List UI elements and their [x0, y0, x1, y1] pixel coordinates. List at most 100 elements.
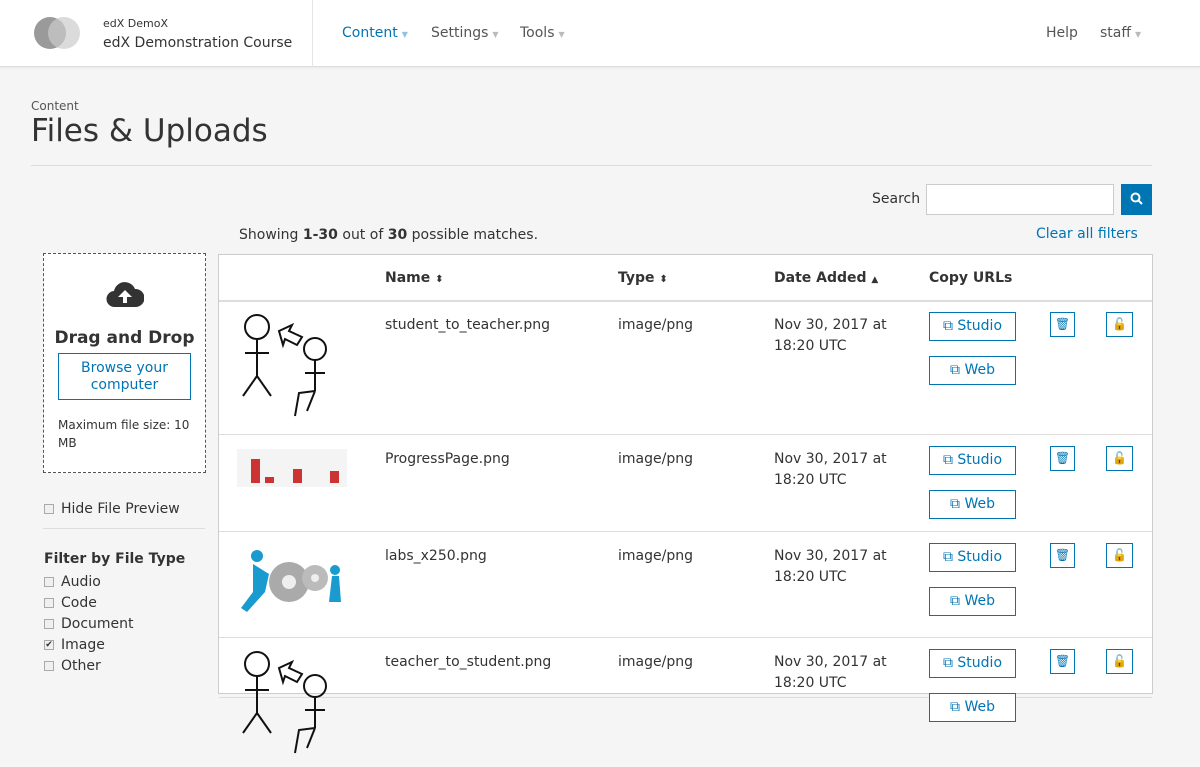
search-button[interactable]	[1121, 184, 1152, 215]
search-input[interactable]	[926, 184, 1114, 215]
results-range: 1-30	[302, 227, 338, 243]
file-name: teacher_to_student.png	[385, 654, 552, 670]
file-name: ProgressPage.png	[385, 451, 510, 467]
clear-filters-link[interactable]: Clear all filters	[1036, 226, 1138, 242]
nav-help[interactable]: Help	[1046, 25, 1078, 41]
chevron-down-icon: ▼	[492, 30, 499, 39]
copy-icon: ⧉	[950, 593, 960, 609]
divider	[31, 165, 1152, 166]
file-name: labs_x250.png	[385, 548, 487, 564]
sort-icon: ⬍	[659, 274, 668, 285]
checkbox[interactable]	[44, 598, 54, 608]
copy-studio-url-button[interactable]: ⧉ Studio	[929, 312, 1016, 341]
checkbox-label: Audio	[61, 574, 101, 590]
date-added: Nov 30, 2017 at 18:20 UTC	[774, 654, 887, 691]
file-type: image/png	[618, 451, 693, 467]
breadcrumb: Content	[31, 99, 79, 113]
checkbox-label: Image	[61, 637, 105, 653]
table-row: labs_x250.png image/png Nov 30, 2017 at 1…	[219, 532, 1152, 638]
file-thumbnail	[237, 445, 347, 494]
filter-document[interactable]: Document	[44, 616, 134, 632]
checkbox[interactable]	[44, 504, 54, 514]
results-prefix: Showing	[239, 227, 303, 243]
results-suffix: possible matches.	[407, 227, 539, 243]
table-row: student_to_teacher.png image/png Nov 30,…	[219, 301, 1152, 435]
lock-toggle-button[interactable]: 🔓	[1106, 543, 1133, 568]
cloud-upload-icon	[106, 282, 144, 308]
copy-web-url-button[interactable]: ⧉ Web	[929, 693, 1016, 722]
copy-studio-url-button[interactable]: ⧉ Studio	[929, 649, 1016, 678]
trash-icon: 🗑	[1054, 451, 1071, 465]
checkbox-label: Code	[61, 595, 97, 611]
delete-button[interactable]: 🗑	[1050, 312, 1075, 337]
browse-button[interactable]: Browse your computer	[58, 353, 191, 400]
column-header-date[interactable]: Date Added ▲	[774, 270, 879, 286]
course-title[interactable]: edX Demonstration Course	[103, 35, 293, 51]
lock-toggle-button[interactable]: 🔓	[1106, 446, 1133, 471]
column-header-type[interactable]: Type ⬍	[618, 270, 668, 286]
copy-icon: ⧉	[950, 699, 960, 715]
top-header: edX DemoX edX Demonstration Course Conte…	[0, 0, 1200, 67]
file-type: image/png	[618, 317, 693, 333]
lock-toggle-button[interactable]: 🔓	[1106, 312, 1133, 337]
delete-button[interactable]: 🗑	[1050, 543, 1075, 568]
copy-icon: ⧉	[950, 496, 960, 512]
checkbox-checked[interactable]: ✔	[44, 640, 54, 650]
results-total: 30	[387, 227, 408, 243]
nav-label: Settings	[431, 25, 489, 41]
copy-icon: ⧉	[942, 549, 953, 565]
chevron-down-icon: ▼	[1135, 30, 1142, 39]
chevron-down-icon: ▼	[401, 30, 408, 39]
search-icon	[1130, 192, 1143, 205]
checkbox[interactable]	[44, 619, 54, 629]
divider	[219, 300, 1152, 302]
unlock-icon: 🔓	[1112, 654, 1127, 668]
filter-image[interactable]: ✔ Image	[44, 637, 105, 653]
copy-web-url-button[interactable]: ⧉ Web	[929, 356, 1016, 385]
column-header-copy: Copy URLs	[929, 270, 1013, 286]
unlock-icon: 🔓	[1112, 317, 1127, 331]
copy-icon: ⧉	[950, 362, 960, 378]
file-thumbnail	[237, 648, 337, 767]
files-table: Name ⬍ Type ⬍ Date Added ▲ Copy URLs stu…	[218, 254, 1153, 754]
delete-button[interactable]: 🗑	[1050, 446, 1075, 471]
date-added: Nov 30, 2017 at 18:20 UTC	[774, 317, 887, 354]
search-label: Search	[872, 191, 921, 207]
copy-icon: ⧉	[942, 452, 953, 468]
copy-icon: ⧉	[942, 318, 953, 334]
nav-tools[interactable]: Tools ▼	[520, 25, 565, 41]
copy-web-url-button[interactable]: ⧉ Web	[929, 490, 1016, 519]
results-middle: out of	[337, 227, 388, 243]
username: staff	[1100, 25, 1132, 41]
copy-web-url-button[interactable]: ⧉ Web	[929, 587, 1016, 616]
filter-audio[interactable]: Audio	[44, 574, 101, 590]
user-menu[interactable]: staff ▼	[1100, 25, 1141, 41]
nav-label: Tools	[520, 25, 555, 41]
nav-content[interactable]: Content ▼	[342, 25, 408, 41]
file-thumbnail	[237, 311, 337, 430]
hide-preview-checkbox[interactable]: Hide File Preview	[44, 501, 180, 517]
file-type: image/png	[618, 654, 693, 670]
lock-toggle-button[interactable]: 🔓	[1106, 649, 1133, 674]
filter-title: Filter by File Type	[44, 551, 186, 567]
upload-dropzone[interactable]: Drag and Drop Browse your computer Maxim…	[43, 253, 206, 473]
filter-other[interactable]: Other	[44, 658, 101, 674]
checkbox-label: Other	[61, 658, 101, 674]
checkbox-label: Hide File Preview	[61, 501, 180, 517]
delete-button[interactable]: 🗑	[1050, 649, 1075, 674]
nav-settings[interactable]: Settings ▼	[431, 25, 499, 41]
checkbox[interactable]	[44, 577, 54, 587]
page-title: Files & Uploads	[31, 113, 268, 149]
chevron-down-icon: ▼	[558, 30, 565, 39]
course-org: edX DemoX	[103, 17, 169, 30]
copy-studio-url-button[interactable]: ⧉ Studio	[929, 446, 1016, 475]
course-logo	[34, 17, 80, 49]
trash-icon: 🗑	[1054, 654, 1071, 668]
max-file-size: Maximum file size: 10 MB	[58, 418, 190, 450]
column-header-name[interactable]: Name ⬍	[385, 270, 444, 286]
filter-code[interactable]: Code	[44, 595, 97, 611]
checkbox[interactable]	[44, 661, 54, 671]
copy-studio-url-button[interactable]: ⧉ Studio	[929, 543, 1016, 572]
dropzone-heading: Drag and Drop	[54, 328, 195, 348]
file-type: image/png	[618, 548, 693, 564]
